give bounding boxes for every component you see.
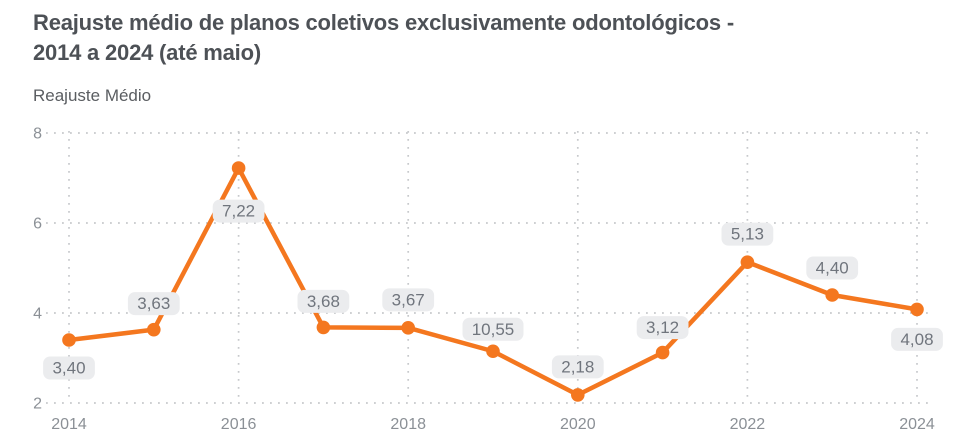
y-tick-label-6: 6 (33, 216, 42, 233)
data-label-pill-2015 (127, 292, 180, 316)
data-point-2016 (231, 161, 246, 175)
x-tick-label-2022: 2022 (730, 416, 766, 433)
x-tick-label-2014: 2014 (51, 416, 87, 433)
data-point-2017 (316, 320, 331, 335)
data-label-2019: 10,55 (472, 320, 515, 339)
chart-title-line-1: Reajuste médio de planos coletivos exclu… (33, 10, 734, 35)
data-label-2022: 5,13 (731, 225, 764, 244)
data-label-2018: 3,67 (392, 290, 425, 309)
y-tick-label-4: 4 (33, 306, 42, 323)
data-label-pill-2017 (297, 289, 350, 313)
data-point-2023 (825, 288, 839, 302)
data-label-2021: 3,12 (646, 318, 679, 337)
data-point-2019 (486, 344, 500, 359)
data-label-2015: 3,63 (137, 294, 170, 313)
y-axis-title: Reajuste Médio (33, 86, 152, 105)
data-point-2018 (401, 321, 416, 335)
data-label-2023: 4,40 (816, 259, 849, 278)
data-label-pill-2014 (43, 356, 95, 380)
x-tick-label-2018: 2018 (390, 416, 426, 433)
data-label-pill-2018 (382, 288, 435, 312)
data-point-2014 (62, 333, 76, 347)
data-label-pill-2020 (551, 355, 604, 379)
x-tick-label-2024: 2024 (899, 416, 935, 433)
y-tick-label-8: 8 (33, 126, 42, 143)
data-label-pill-2024 (891, 327, 943, 351)
data-point-2021 (655, 345, 670, 360)
y-tick-label-2: 2 (33, 396, 42, 413)
data-label-pill-2019 (462, 317, 524, 341)
data-point-2022 (740, 255, 755, 269)
data-label-pill-2016 (212, 199, 265, 223)
data-label-2016: 7,22 (222, 202, 255, 221)
data-point-2020 (571, 388, 585, 402)
x-tick-label-2020: 2020 (560, 416, 596, 433)
data-label-2020: 2,18 (561, 357, 594, 376)
chart-title-line-2: 2014 a 2024 (até maio) (33, 39, 261, 65)
data-label-pill-2023 (806, 256, 859, 280)
data-label-pill-2021 (636, 316, 689, 340)
chart-title: Reajuste médio de planos coletivos exclu… (33, 8, 734, 67)
data-point-2024 (910, 302, 924, 317)
series-line (66, 165, 920, 398)
data-point-2015 (147, 322, 161, 337)
data-label-2014: 3,40 (52, 359, 85, 378)
data-label-2024: 4,08 (900, 330, 933, 349)
data-label-2017: 3,68 (307, 292, 340, 311)
data-label-pill-2022 (721, 222, 774, 246)
x-tick-label-2016: 2016 (221, 416, 257, 433)
